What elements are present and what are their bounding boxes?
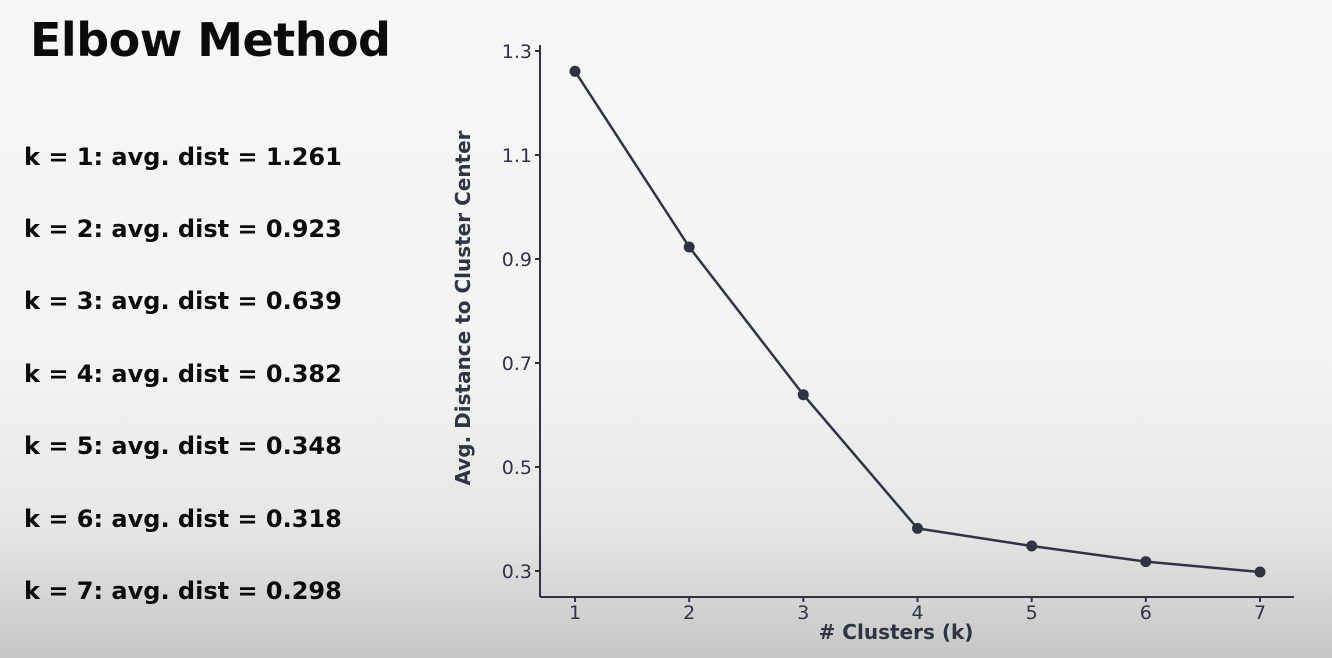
- y-ticks: 0.3 0.5 0.7 0.9 1.1 1.3: [502, 41, 540, 583]
- x-tick-label: 2: [683, 602, 695, 624]
- x-tick-label: 4: [911, 602, 923, 624]
- chart-axes: [539, 45, 1294, 598]
- stat-k5: k = 5: avg. dist = 0.348: [24, 432, 342, 460]
- page-title: Elbow Method: [30, 13, 391, 67]
- stat-k7: k = 7: avg. dist = 0.298: [24, 577, 342, 605]
- data-point-k7: [1254, 566, 1266, 578]
- series-line: [573, 70, 1261, 574]
- series-line-group: [569, 65, 1266, 578]
- y-tick-label: 0.3: [502, 561, 532, 583]
- data-point-k3: [797, 389, 809, 401]
- x-tick-label: 7: [1254, 602, 1266, 624]
- y-tick-label: 0.7: [502, 353, 532, 375]
- y-axis-label: Avg. Distance to Cluster Center: [451, 130, 475, 485]
- y-tick-label: 1.1: [502, 145, 532, 167]
- x-ticks: 1 2 3 4 5 6 7: [569, 597, 1266, 624]
- data-point-k2: [683, 241, 695, 253]
- stat-k6: k = 6: avg. dist = 0.318: [24, 505, 342, 533]
- x-axis-label: # Clusters (k): [819, 620, 974, 644]
- stats-list: k = 1: avg. dist = 1.261 k = 2: avg. dis…: [24, 0, 444, 658]
- x-tick-label: 1: [569, 602, 581, 624]
- x-tick-label: 6: [1140, 602, 1152, 624]
- x-tick-label: 3: [797, 602, 809, 624]
- stat-k2: k = 2: avg. dist = 0.923: [24, 215, 342, 243]
- stat-k1: k = 1: avg. dist = 1.261: [24, 143, 342, 171]
- data-point-k4: [912, 522, 923, 534]
- y-tick-label: 0.5: [502, 457, 532, 479]
- stat-k4: k = 4: avg. dist = 0.382: [24, 360, 342, 388]
- data-point-k6: [1140, 556, 1152, 568]
- data-point-k5: [1026, 540, 1038, 552]
- y-tick-label: 1.3: [502, 41, 532, 63]
- x-tick-label: 5: [1026, 602, 1038, 624]
- data-point-k1: [569, 65, 581, 77]
- y-tick-label: 0.9: [502, 249, 532, 271]
- stat-k3: k = 3: avg. dist = 0.639: [24, 287, 342, 315]
